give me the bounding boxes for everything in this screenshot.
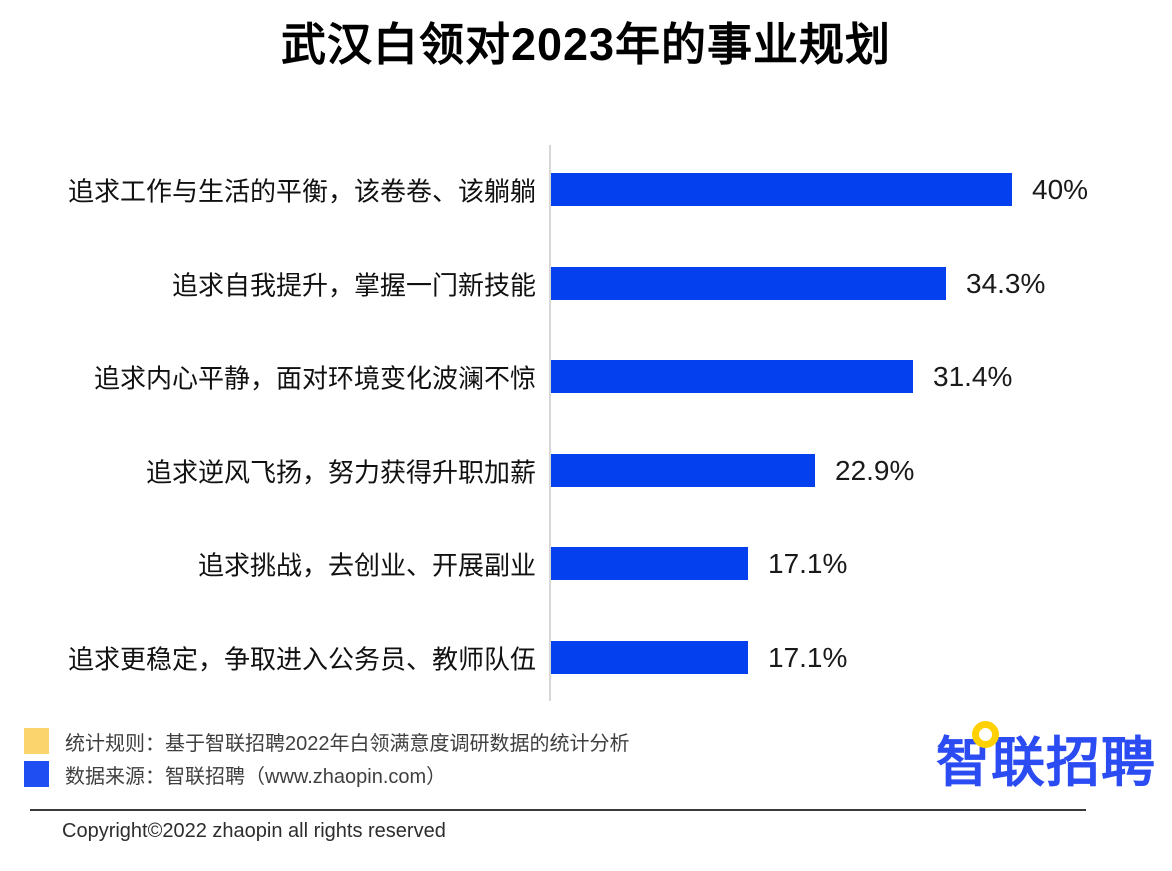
chart-row: 追求工作与生活的平衡，该卷卷、该躺躺 40% (0, 173, 1172, 206)
chart-row: 追求自我提升，掌握一门新技能 34.3% (0, 267, 1172, 300)
category-label: 追求更稳定，争取进入公务员、教师队伍 (67, 644, 536, 674)
zhaopin-logo: 智联招聘 (936, 718, 1156, 797)
category-label: 追求内心平静，面对环境变化波澜不惊 (93, 363, 536, 393)
value-label: 40% (1032, 173, 1089, 205)
bar (551, 454, 815, 487)
category-label: 追求自我提升，掌握一门新技能 (171, 270, 536, 300)
category-label: 追求工作与生活的平衡，该卷卷、该躺躺 (67, 176, 536, 206)
value-label: 17.1% (768, 547, 848, 579)
category-label: 追求挑战，去创业、开展副业 (197, 550, 536, 580)
footer-divider (30, 809, 1086, 811)
category-label: 追求逆风飞扬，努力获得升职加薪 (145, 457, 536, 487)
value-label: 22.9% (835, 454, 915, 486)
value-label: 34.3% (966, 267, 1046, 299)
bar (551, 641, 748, 674)
chart-row: 追求挑战，去创业、开展副业 17.1% (0, 547, 1172, 580)
logo-text: 智联招聘 (936, 733, 1156, 793)
value-label: 17.1% (768, 641, 848, 673)
legend-item-rules: 统计规则：基于智联招聘2022年白领满意度调研数据的统计分析 (24, 728, 630, 755)
legend-item-source: 数据来源：智联招聘（www.zhaopin.com） (24, 761, 630, 788)
bar (551, 267, 946, 300)
copyright-text: Copyright©2022 zhaopin all rights reserv… (62, 820, 446, 842)
bar (551, 547, 748, 580)
chart-row: 追求逆风飞扬，努力获得升职加薪 22.9% (0, 454, 1172, 487)
legend-text: 统计规则：基于智联招聘2022年白领满意度调研数据的统计分析 (65, 732, 630, 755)
value-label: 31.4% (933, 360, 1013, 392)
legend-swatch-yellow-icon (24, 728, 49, 754)
legend: 统计规则：基于智联招聘2022年白领满意度调研数据的统计分析 数据来源：智联招聘… (24, 728, 630, 788)
bar (551, 173, 1012, 206)
bar (551, 360, 913, 393)
chart-row: 追求更稳定，争取进入公务员、教师队伍 17.1% (0, 641, 1172, 674)
chart-title: 武汉白领对2023年的事业规划 (280, 19, 892, 70)
chart-row: 追求内心平静，面对环境变化波澜不惊 31.4% (0, 360, 1172, 393)
legend-text: 数据来源：智联招聘（www.zhaopin.com） (65, 765, 447, 788)
axis-line (549, 145, 551, 701)
legend-swatch-blue-icon (24, 761, 49, 787)
logo-pin-icon (972, 721, 999, 748)
